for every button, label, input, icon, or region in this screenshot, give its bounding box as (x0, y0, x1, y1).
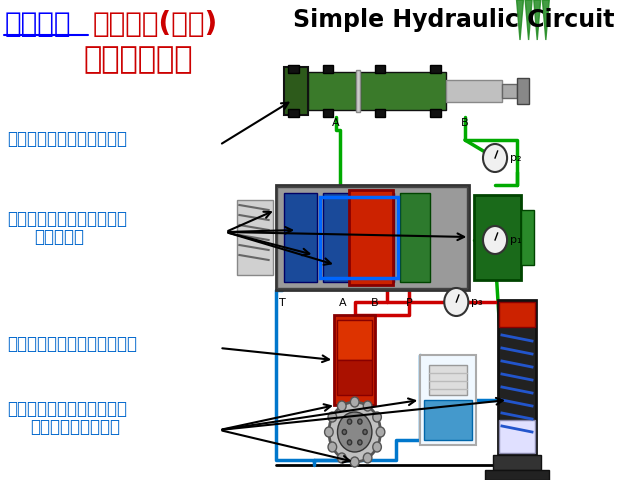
Bar (360, 72, 446, 110)
Circle shape (337, 412, 372, 452)
Text: p₂: p₂ (509, 153, 521, 163)
Circle shape (342, 430, 346, 434)
Circle shape (444, 288, 468, 316)
Circle shape (372, 412, 381, 422)
Bar (498, 300, 536, 455)
Bar (349, 190, 394, 285)
Bar (320, 197, 397, 278)
Circle shape (328, 412, 337, 422)
Bar (499, 302, 534, 327)
Bar (474, 195, 521, 280)
Bar (516, 78, 529, 104)
Bar (289, 65, 299, 73)
Text: 动力源（泵、电机或发动机）: 动力源（泵、电机或发动机） (7, 335, 137, 353)
Circle shape (351, 397, 359, 407)
Circle shape (364, 401, 372, 411)
Bar (502, 84, 517, 98)
Bar (401, 193, 431, 282)
Bar (337, 320, 372, 360)
Bar (374, 65, 385, 73)
Circle shape (329, 402, 381, 462)
Bar (499, 420, 534, 453)
Text: p₃: p₃ (471, 297, 483, 307)
Bar (289, 109, 299, 117)
Circle shape (348, 440, 352, 445)
Bar (356, 70, 360, 112)
Bar (237, 200, 273, 275)
Text: 附件（油箱、过滤器、冷却: 附件（油箱、过滤器、冷却 (7, 400, 127, 418)
Bar (323, 109, 333, 117)
Text: 的基本组成：: 的基本组成： (83, 45, 193, 74)
Bar (275, 185, 469, 290)
Bar (424, 400, 472, 440)
Polygon shape (542, 0, 549, 40)
Bar (323, 193, 357, 282)
Bar (362, 193, 394, 282)
Bar (323, 65, 333, 73)
Text: Simple Hydraulic Circuit: Simple Hydraulic Circuit (292, 8, 614, 32)
Bar (308, 72, 356, 110)
Circle shape (348, 419, 352, 424)
Circle shape (483, 144, 507, 172)
Text: A: A (339, 298, 346, 308)
Text: B: B (461, 118, 468, 128)
Text: A: A (332, 118, 340, 128)
Text: p₁: p₁ (509, 235, 521, 245)
Circle shape (358, 419, 362, 424)
Text: 液压系统(阀控): 液压系统(阀控) (93, 10, 218, 38)
Circle shape (337, 453, 346, 463)
Circle shape (483, 226, 507, 254)
Bar (341, 405, 369, 420)
Text: B: B (371, 298, 378, 308)
Polygon shape (516, 0, 524, 40)
Text: 传统开式: 传统开式 (4, 10, 71, 38)
Circle shape (351, 457, 359, 467)
Text: P: P (406, 298, 412, 308)
Bar (493, 455, 541, 470)
Polygon shape (534, 0, 541, 40)
Bar (429, 365, 467, 395)
Bar (337, 360, 372, 395)
Bar (431, 109, 441, 117)
Bar (431, 65, 441, 73)
Circle shape (372, 442, 381, 452)
Circle shape (376, 427, 385, 437)
Circle shape (324, 427, 333, 437)
Bar (334, 315, 376, 405)
Bar (374, 109, 385, 117)
Text: 执行元件（液压缸、马达）: 执行元件（液压缸、马达） (7, 130, 127, 148)
Bar (284, 193, 317, 282)
Circle shape (363, 430, 367, 434)
Text: 量控制阀）: 量控制阀） (35, 228, 84, 246)
Text: 器、蓄能器、管件）: 器、蓄能器、管件） (30, 418, 120, 436)
Circle shape (364, 453, 372, 463)
Bar (284, 67, 308, 115)
Text: T: T (279, 298, 286, 308)
Text: 控制元件（方向、压力、流: 控制元件（方向、压力、流 (7, 210, 127, 228)
Bar (277, 187, 467, 288)
Circle shape (328, 442, 337, 452)
Circle shape (358, 440, 362, 445)
Polygon shape (525, 0, 532, 40)
Bar (484, 470, 549, 480)
Bar (420, 355, 476, 445)
Bar (521, 210, 534, 265)
Circle shape (337, 401, 346, 411)
Bar (446, 80, 502, 102)
